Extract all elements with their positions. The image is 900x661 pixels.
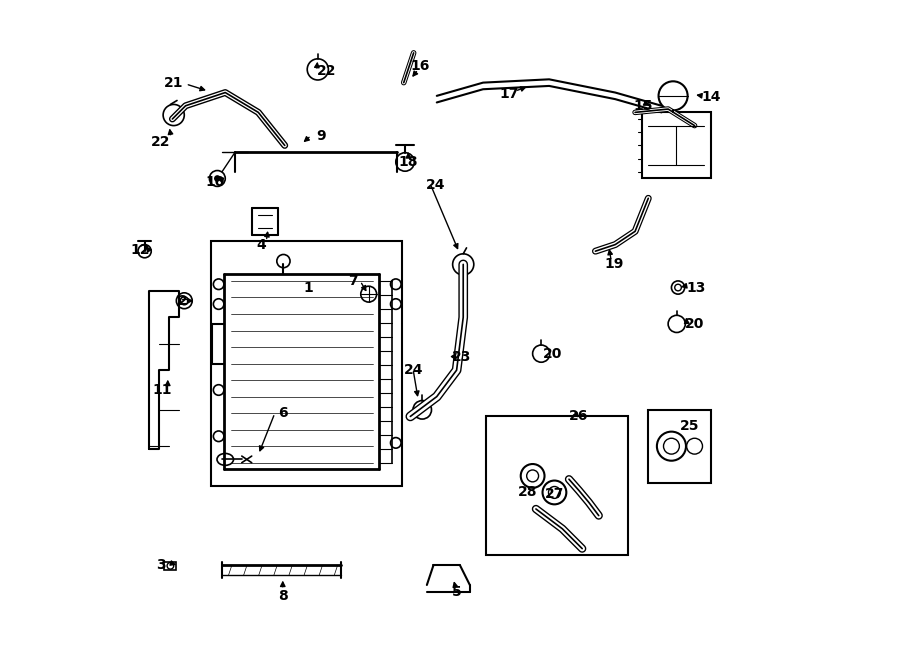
Text: 19: 19 [604,257,624,272]
Bar [211,241,402,486]
Text: 15: 15 [634,98,652,113]
Text: 12: 12 [130,243,150,257]
Bar [642,112,711,178]
Text: 5: 5 [452,584,462,599]
Text: 22: 22 [317,63,336,78]
Text: 9: 9 [316,128,326,143]
Text: 1: 1 [303,280,313,295]
Text: 21: 21 [164,75,184,90]
Bar [165,562,176,570]
Text: 16: 16 [410,59,430,73]
Text: 14: 14 [701,90,721,104]
Text: 25: 25 [680,419,699,434]
Text: 24: 24 [404,363,423,377]
Text: 27: 27 [544,487,564,502]
Text: 20: 20 [543,346,562,361]
Text: 18: 18 [399,155,418,169]
Text: 11: 11 [153,383,172,397]
Circle shape [214,175,220,182]
Text: 2: 2 [177,293,187,308]
Text: 20: 20 [685,317,705,331]
Text: 8: 8 [278,589,288,603]
Text: 23: 23 [452,350,472,364]
Text: 7: 7 [348,274,357,288]
Text: 13: 13 [686,280,706,295]
Bar [486,416,628,555]
Text: 6: 6 [278,406,288,420]
Text: 24: 24 [426,178,446,192]
Bar [648,410,711,483]
Text: 22: 22 [150,135,170,149]
Text: 4: 4 [256,237,266,252]
Text: 17: 17 [500,87,519,101]
Text: 26: 26 [569,409,589,424]
Text: 28: 28 [518,485,537,500]
Text: 10: 10 [206,175,225,189]
Text: 3: 3 [156,558,166,572]
